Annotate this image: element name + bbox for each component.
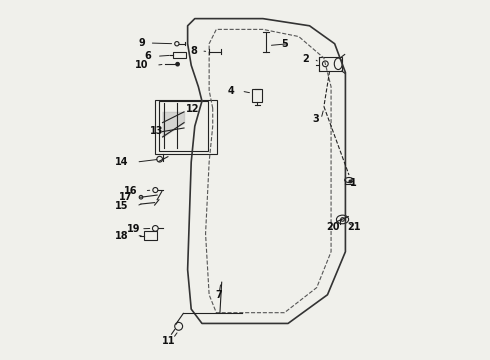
Circle shape bbox=[176, 62, 179, 66]
Text: 9: 9 bbox=[138, 38, 145, 48]
Text: 2: 2 bbox=[302, 54, 309, 64]
Text: 19: 19 bbox=[127, 224, 141, 234]
Bar bbox=[172, 51, 186, 58]
Text: 16: 16 bbox=[123, 186, 137, 196]
Text: 15: 15 bbox=[115, 201, 129, 211]
Circle shape bbox=[349, 180, 352, 183]
Bar bbox=[319, 57, 342, 71]
Text: 13: 13 bbox=[150, 126, 164, 135]
Text: 18: 18 bbox=[115, 231, 129, 241]
Text: 3: 3 bbox=[313, 114, 319, 124]
Bar bbox=[252, 89, 262, 102]
Text: 14: 14 bbox=[115, 157, 129, 167]
Text: 10: 10 bbox=[135, 60, 148, 70]
Text: 6: 6 bbox=[144, 51, 151, 61]
Text: 4: 4 bbox=[227, 86, 234, 96]
Text: 21: 21 bbox=[347, 222, 361, 231]
Text: 5: 5 bbox=[281, 39, 288, 49]
Text: 20: 20 bbox=[326, 222, 339, 231]
Bar bbox=[159, 101, 208, 150]
Text: 7: 7 bbox=[216, 291, 222, 301]
Text: 1: 1 bbox=[350, 178, 357, 188]
Text: 17: 17 bbox=[119, 192, 132, 202]
Text: 12: 12 bbox=[186, 104, 200, 114]
Bar bbox=[155, 100, 218, 154]
Text: 11: 11 bbox=[162, 336, 175, 346]
Bar bbox=[144, 231, 157, 240]
Text: 8: 8 bbox=[191, 46, 197, 56]
